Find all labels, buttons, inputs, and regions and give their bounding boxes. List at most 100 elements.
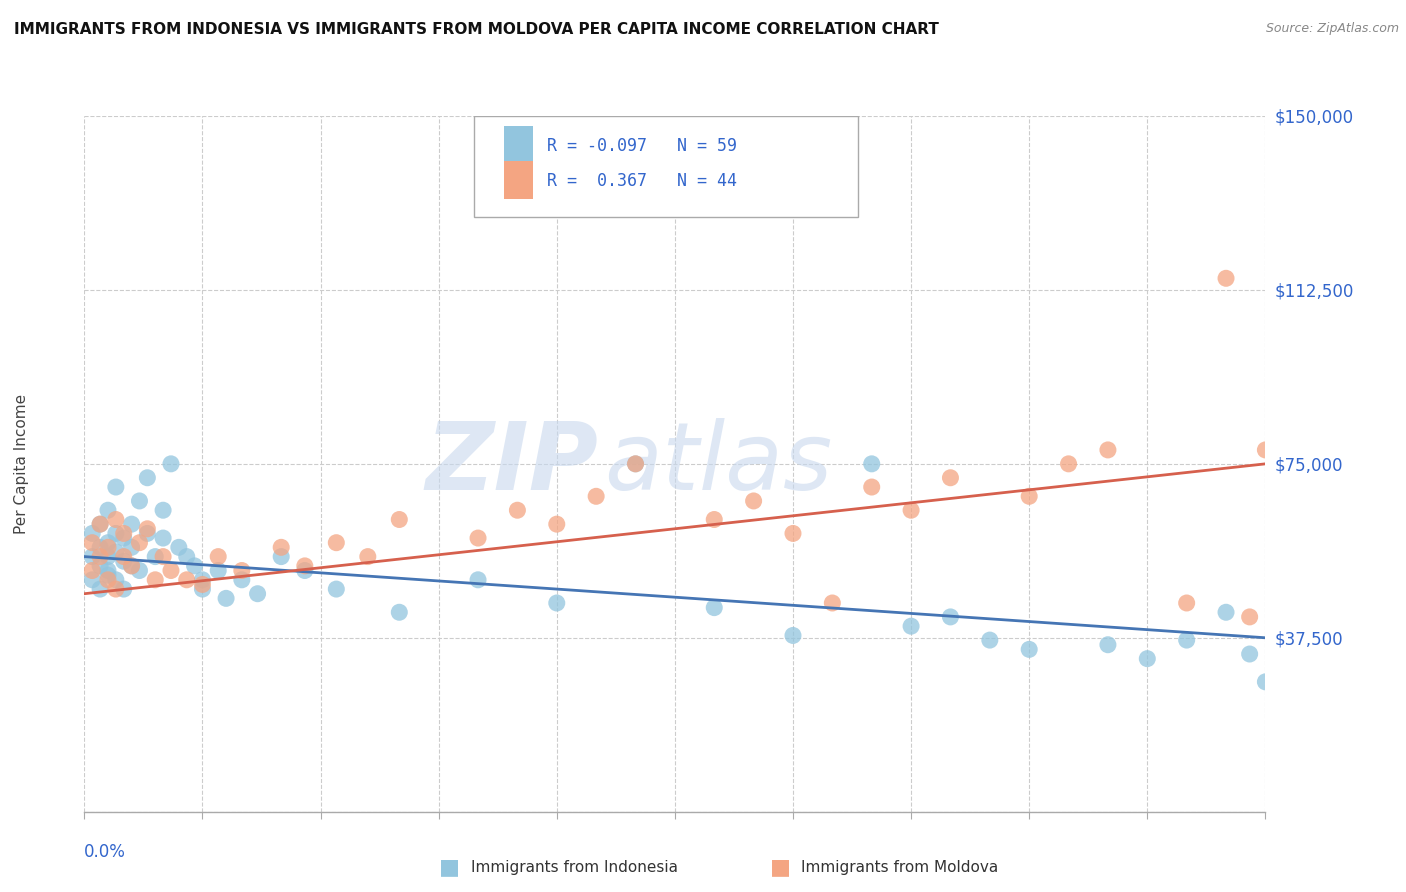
Point (506, 503, 529, 517)
Point (104, 526, 127, 541)
Point (128, 535, 150, 549)
Point (742, 494, 765, 508)
Point (585, 489, 607, 503)
Point (136, 522, 159, 536)
Point (1215, 271, 1237, 285)
Point (294, 564, 316, 578)
Point (152, 503, 174, 517)
Point (1239, 647, 1261, 661)
Point (104, 582, 127, 596)
Point (231, 573, 253, 587)
Point (112, 582, 135, 596)
Point (782, 526, 804, 541)
Point (900, 503, 922, 517)
Point (357, 549, 380, 564)
Point (160, 564, 183, 578)
Point (703, 512, 725, 526)
Point (183, 558, 205, 573)
Point (191, 582, 214, 596)
Point (246, 587, 269, 601)
Point (97, 535, 120, 549)
Point (900, 619, 922, 633)
Text: Immigrants from Indonesia: Immigrants from Indonesia (471, 860, 678, 874)
Point (104, 512, 127, 526)
Point (1018, 642, 1040, 657)
Point (939, 471, 962, 485)
Point (939, 610, 962, 624)
Point (97, 573, 120, 587)
Text: R =  0.367   N = 44: R = 0.367 N = 44 (547, 171, 737, 190)
Y-axis label: Per Capita Income: Per Capita Income (14, 393, 28, 534)
Point (97, 564, 120, 578)
Point (191, 573, 214, 587)
Point (128, 564, 150, 578)
Point (1215, 605, 1237, 619)
FancyBboxPatch shape (503, 127, 533, 165)
Text: atlas: atlas (605, 418, 832, 509)
Point (821, 596, 844, 610)
Point (325, 582, 347, 596)
Point (546, 517, 568, 532)
Point (104, 545, 127, 559)
Point (104, 480, 127, 494)
Point (104, 573, 127, 587)
Point (270, 541, 292, 555)
Point (624, 457, 647, 471)
Point (82, 573, 104, 587)
Point (782, 628, 804, 642)
Point (82, 564, 104, 578)
Text: 0.0%: 0.0% (84, 843, 127, 861)
Point (860, 480, 883, 494)
Point (112, 549, 135, 564)
Point (467, 573, 489, 587)
Point (112, 526, 135, 541)
Point (121, 558, 143, 573)
Point (82, 526, 104, 541)
Point (143, 549, 166, 564)
Point (89, 549, 111, 564)
Point (294, 558, 316, 573)
Text: ■: ■ (770, 857, 790, 877)
Point (97, 541, 120, 555)
Point (82, 549, 104, 564)
Point (121, 517, 143, 532)
Point (89, 558, 111, 573)
Point (624, 457, 647, 471)
Point (1254, 674, 1277, 689)
Text: Source: ZipAtlas.com: Source: ZipAtlas.com (1265, 22, 1399, 36)
Point (143, 573, 166, 587)
Point (112, 554, 135, 568)
Point (546, 596, 568, 610)
Point (176, 549, 198, 564)
Point (1136, 651, 1159, 665)
Point (860, 457, 883, 471)
Point (82, 535, 104, 549)
Point (703, 600, 725, 615)
Point (388, 512, 411, 526)
Text: R = -0.097   N = 59: R = -0.097 N = 59 (547, 136, 737, 155)
Point (979, 633, 1001, 648)
Point (1175, 596, 1198, 610)
Text: IMMIGRANTS FROM INDONESIA VS IMMIGRANTS FROM MOLDOVA PER CAPITA INCOME CORRELATI: IMMIGRANTS FROM INDONESIA VS IMMIGRANTS … (14, 22, 939, 37)
Point (89, 517, 111, 532)
Point (176, 573, 198, 587)
Point (270, 549, 292, 564)
Point (1097, 638, 1119, 652)
FancyBboxPatch shape (503, 161, 533, 200)
Point (388, 605, 411, 619)
Point (167, 541, 190, 555)
Point (207, 564, 229, 578)
Point (89, 541, 111, 555)
Point (207, 549, 229, 564)
Text: Immigrants from Moldova: Immigrants from Moldova (801, 860, 998, 874)
Point (1254, 442, 1277, 457)
Point (152, 531, 174, 545)
Point (1239, 610, 1261, 624)
Point (136, 471, 159, 485)
Text: ■: ■ (440, 857, 460, 877)
Point (231, 564, 253, 578)
Point (89, 582, 111, 596)
Point (128, 494, 150, 508)
Point (1175, 633, 1198, 648)
Point (121, 558, 143, 573)
